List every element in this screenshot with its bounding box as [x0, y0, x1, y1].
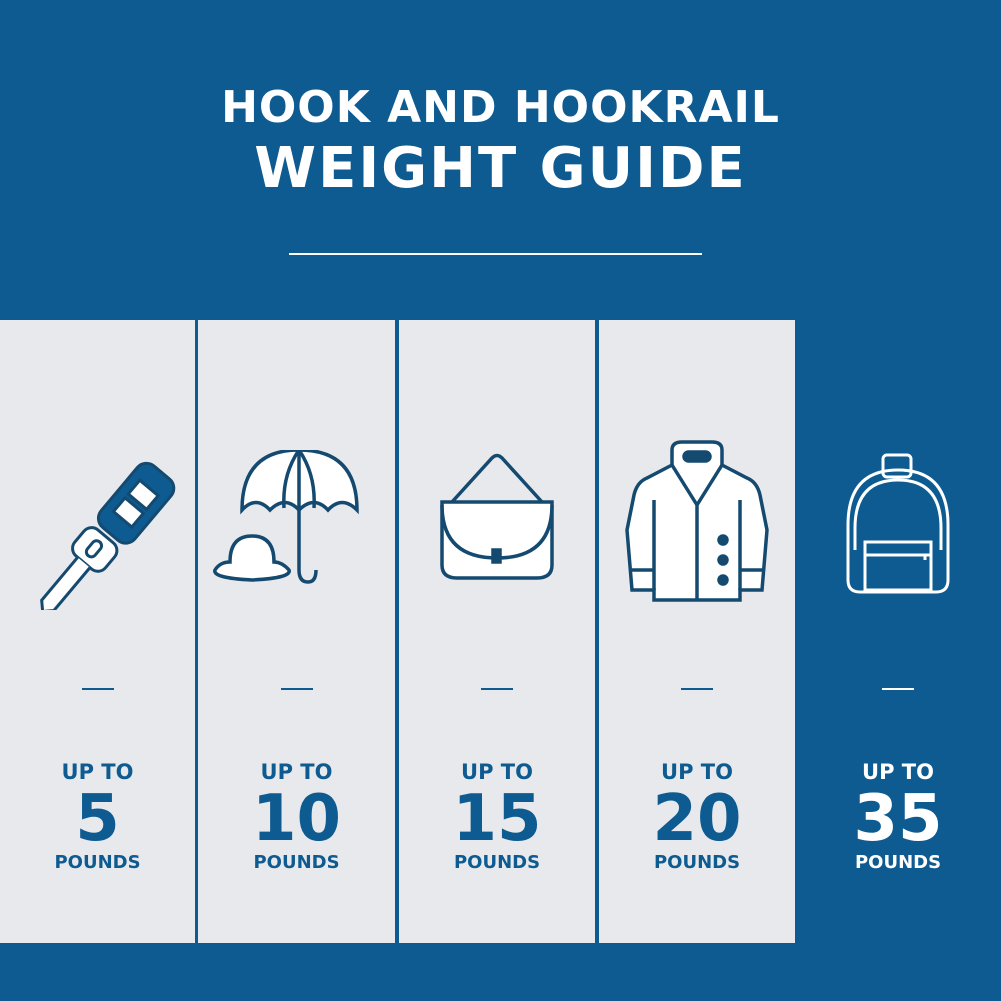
title-divider [289, 253, 702, 255]
weight-prefix: UP TO [862, 760, 934, 784]
backpack-icon [795, 450, 1001, 610]
coat-icon [599, 440, 795, 602]
handbag-icon [399, 450, 595, 610]
weight-prefix: UP TO [461, 760, 533, 784]
weight-prefix: UP TO [260, 760, 333, 784]
weight-value: 20 [652, 782, 742, 856]
weight-unit: POUNDS [253, 852, 340, 873]
car-key-icon [0, 450, 195, 610]
weight-card-35: UP TO 35 POUNDS [795, 320, 1001, 943]
weight-prefix: UP TO [61, 760, 134, 784]
weight-value: 5 [75, 782, 120, 856]
weight-card-15: UP TO 15 POUNDS [399, 320, 595, 943]
separator-dash [280, 688, 313, 690]
separator-dash [882, 688, 914, 690]
separator-dash [481, 688, 513, 690]
title-line-1: HOOK AND HOOKRAIL [221, 82, 780, 133]
separator-dash [681, 688, 713, 690]
weight-prefix: UP TO [661, 760, 733, 784]
umbrella-and-hat-icon [198, 450, 395, 610]
weight-unit: POUNDS [453, 852, 541, 873]
weight-value: 35 [853, 782, 943, 856]
weight-value: 15 [452, 782, 542, 856]
weight-value: 10 [251, 782, 342, 856]
weight-unit: POUNDS [854, 852, 942, 873]
title-line-2: WEIGHT GUIDE [254, 136, 747, 201]
weight-unit: POUNDS [653, 852, 741, 873]
weight-card-10: UP TO 10 POUNDS [198, 320, 395, 943]
weight-card-20: UP TO 20 POUNDS [599, 320, 795, 943]
separator-dash [81, 688, 114, 690]
weight-card-5: UP TO 5 POUNDS [0, 320, 195, 943]
weight-unit: POUNDS [54, 852, 141, 873]
